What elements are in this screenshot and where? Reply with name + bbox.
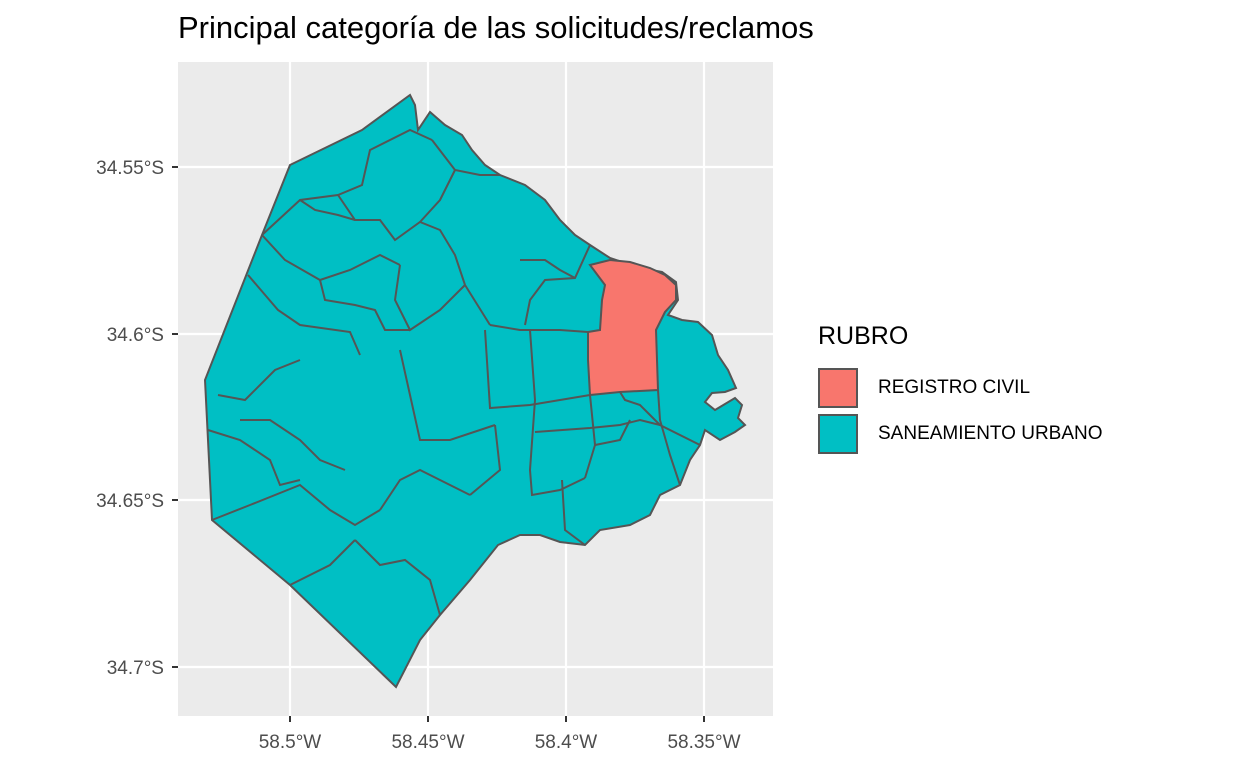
x-tick-label-3: 58.4°W [535, 732, 598, 753]
chart-title: Principal categoría de las solicitudes/r… [178, 10, 814, 45]
legend: RUBRO REGISTRO CIVIL SANEAMIENTO URBANO [818, 322, 1103, 457]
legend-label-registro-civil: REGISTRO CIVIL [878, 377, 1031, 398]
x-tick-label-4: 58.35°W [667, 732, 740, 753]
map-region-saneamiento [203, 93, 747, 689]
district-borders [207, 128, 701, 616]
y-tick-label-4: 34.7°S [107, 658, 164, 679]
legend-item-registro-civil: REGISTRO CIVIL [818, 365, 1103, 411]
legend-title: RUBRO [818, 322, 909, 350]
legend-key-saneamiento-urbano [818, 414, 858, 454]
axis-ticks [172, 166, 705, 722]
y-tick-label-1: 34.55°S [96, 158, 164, 179]
legend-key-registro-civil [818, 368, 858, 408]
x-tick-label-1: 58.5°W [259, 732, 322, 753]
x-tick-label-2: 58.45°W [391, 732, 464, 753]
map-region-registro-civil [587, 258, 677, 397]
legend-item-saneamiento-urbano: SANEAMIENTO URBANO [818, 411, 1103, 457]
legend-label-saneamiento-urbano: SANEAMIENTO URBANO [878, 423, 1103, 444]
y-tick-label-3: 34.65°S [96, 491, 164, 512]
y-tick-label-2: 34.6°S [107, 325, 164, 346]
